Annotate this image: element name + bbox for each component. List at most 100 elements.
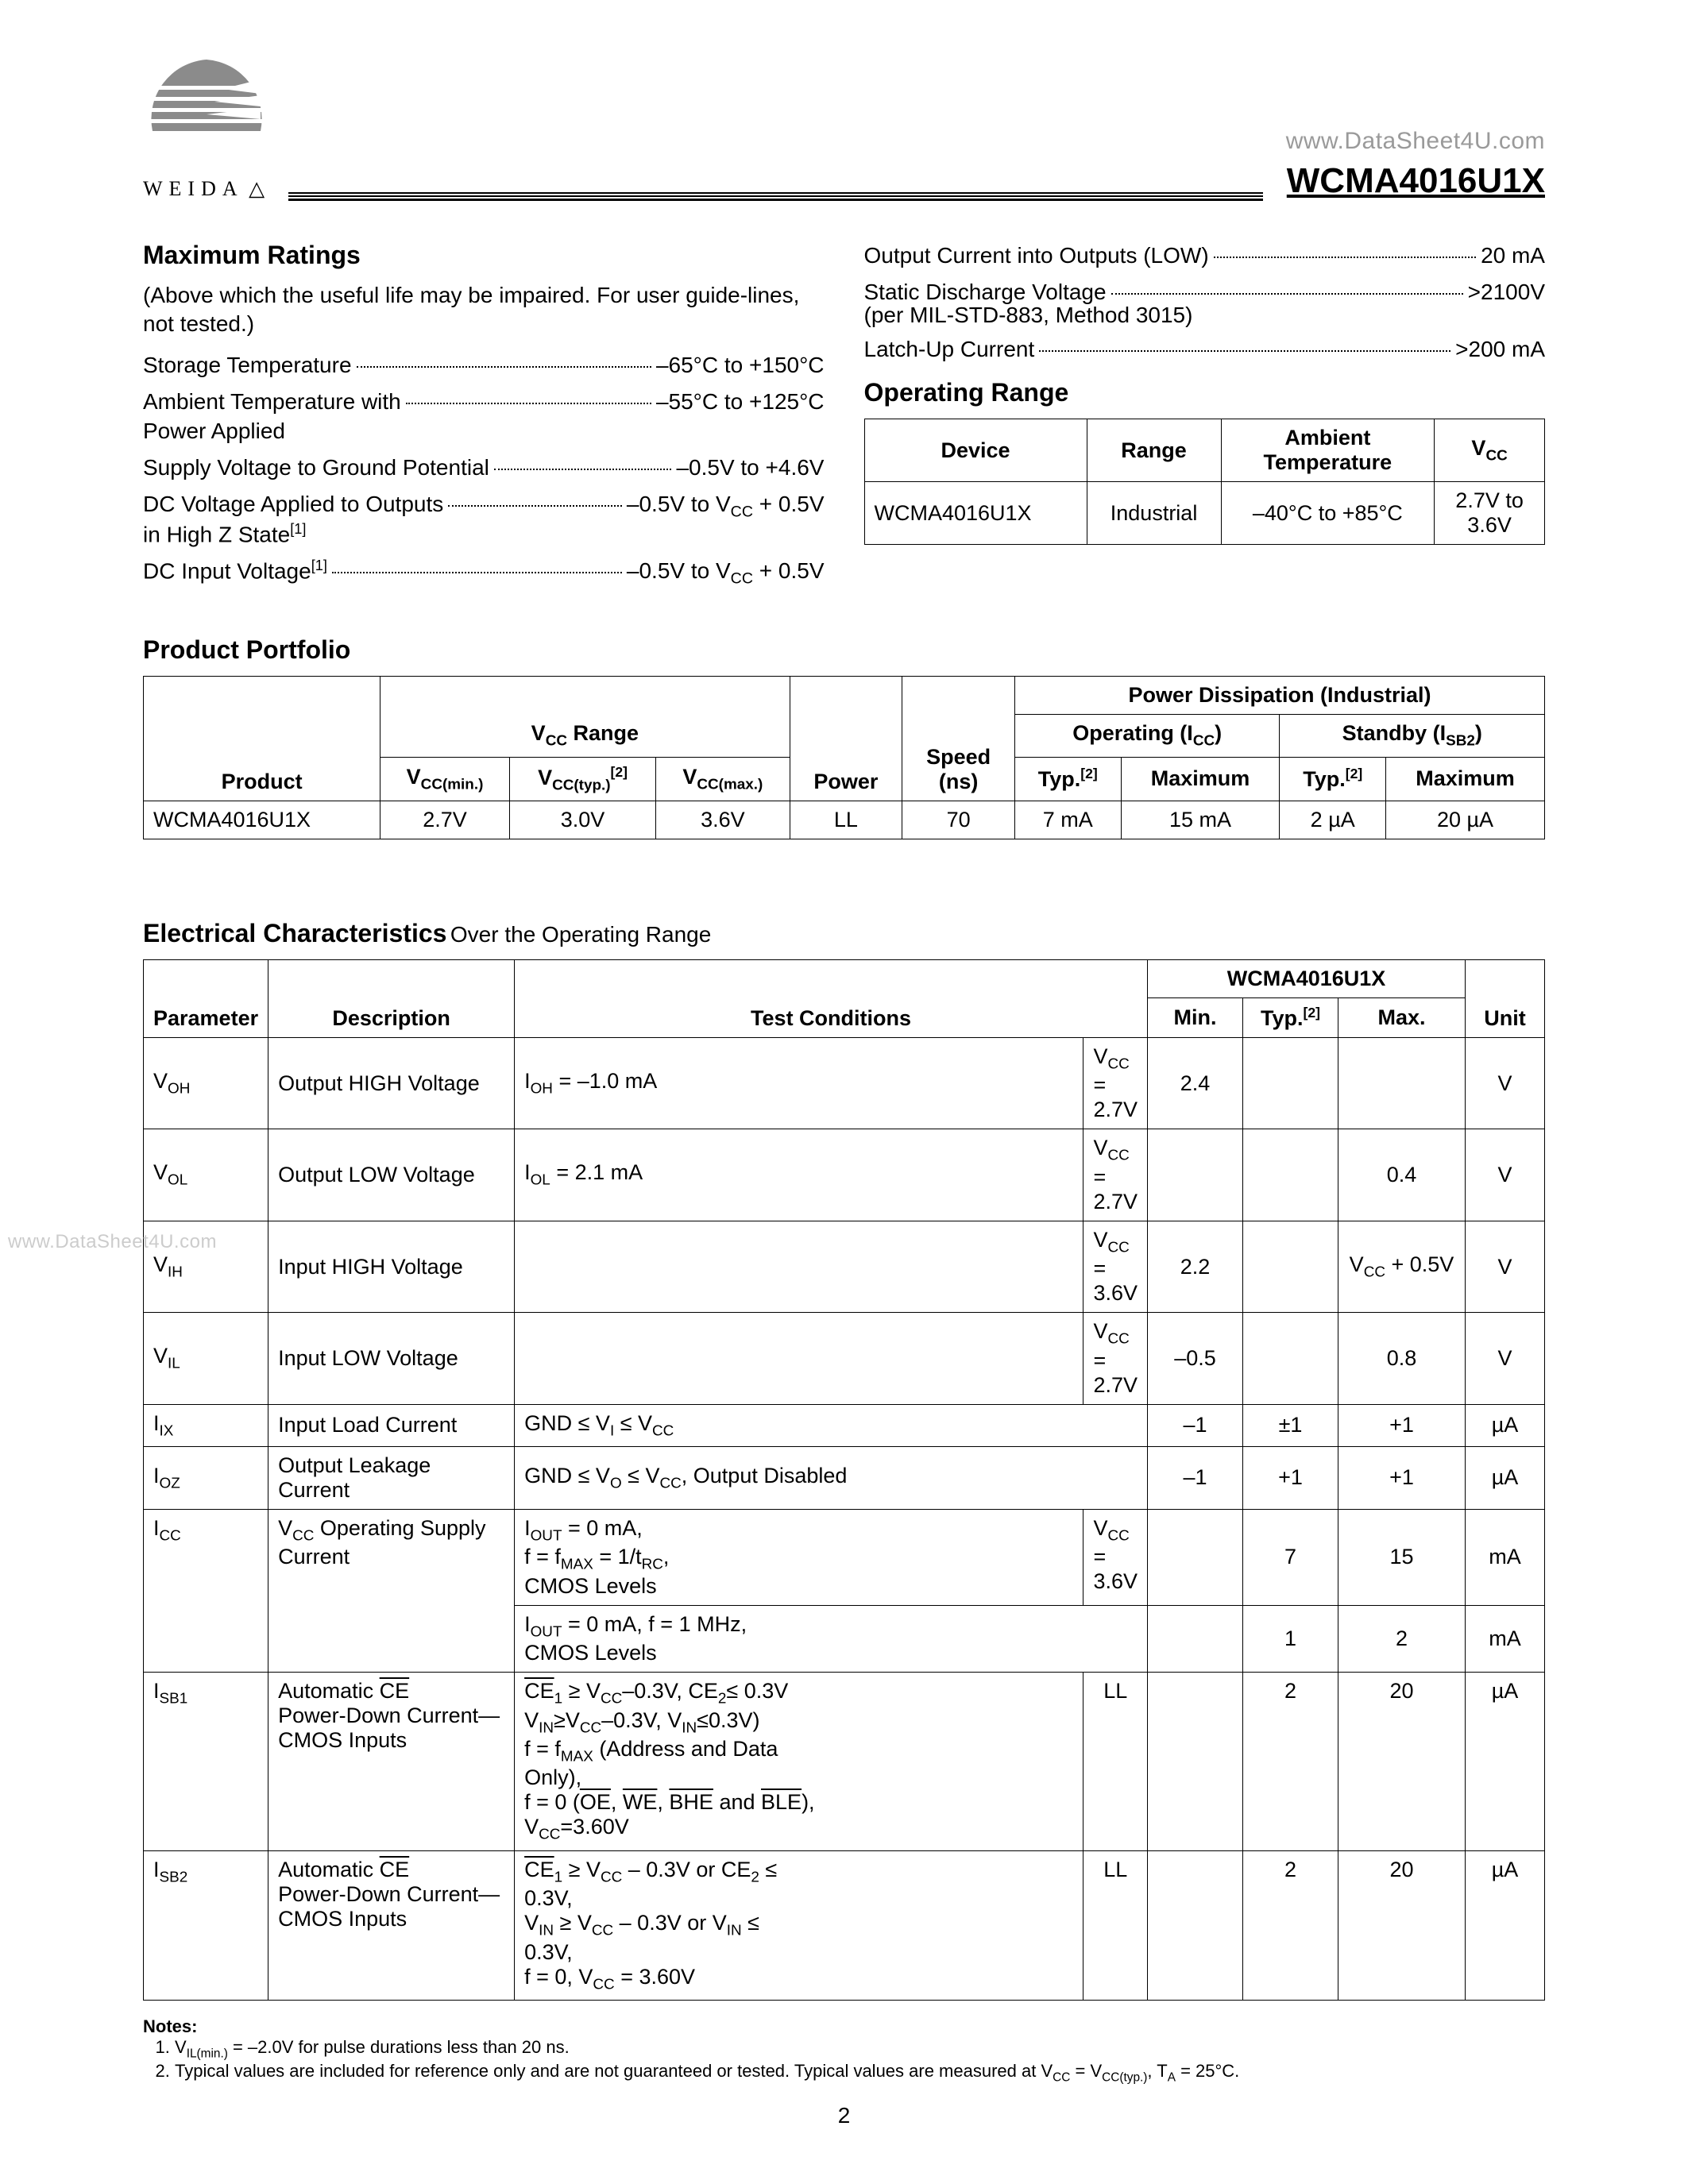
th-typ: Typ.[2] [1280,757,1386,801]
td-tc2: VCC = 2.7V [1083,1038,1148,1129]
portfolio-title: Product Portfolio [143,635,1545,665]
rating-row: Ambient Temperature with Power Applied –… [143,387,825,447]
td-vccmin: 2.7V [380,801,510,839]
td-min [1148,1850,1243,2000]
td-tc2: VCC = 2.7V [1083,1129,1148,1221]
table-row: ICC VCC Operating SupplyCurrent IOUT = 0… [144,1509,1545,1605]
td-icc-typ: 7 mA [1014,801,1121,839]
td-typ: 2 [1243,1673,1338,1851]
td-unit: V [1466,1221,1545,1312]
td-tc1: IOH = –1.0 mA [515,1038,1083,1129]
logo [143,56,286,155]
th-range: Range [1087,419,1221,482]
th-param: Parameter [144,960,268,1038]
td-min [1148,1605,1243,1672]
td-tc2: VCC = 2.7V [1083,1313,1148,1404]
table-row: ISB1 Automatic CEPower-Down Current—CMOS… [144,1673,1545,1851]
right-col: Output Current into Outputs (LOW) 20 mA … [864,241,1546,596]
th-typ: Typ.[2] [1243,998,1338,1038]
note-item: Typical values are included for referenc… [175,2061,1545,2085]
table-row: VIL Input LOW Voltage VCC = 2.7V –0.5 0.… [144,1313,1545,1404]
th-speed: Speed(ns) [902,677,1015,801]
td-speed: 70 [902,801,1015,839]
rating-value: 20 mA [1481,241,1545,271]
td-desc: Output Leakage Current [268,1446,515,1509]
td-typ: +1 [1243,1446,1338,1509]
td-min: –1 [1148,1446,1243,1509]
th-power: Power [790,677,902,801]
td-unit: V [1466,1129,1545,1221]
th-min: Min. [1148,998,1243,1038]
max-ratings-col: Maximum Ratings (Above which the useful … [143,241,825,596]
th-product: Product [144,677,380,801]
table-row: VOH Output HIGH Voltage IOH = –1.0 mA VC… [144,1038,1545,1129]
td-min: 2.4 [1148,1038,1243,1129]
td-max: +1 [1338,1404,1466,1446]
td-max [1338,1038,1466,1129]
td-tc1 [515,1221,1083,1312]
rating-row: DC Voltage Applied to Outputs in High Z … [143,489,825,550]
th-max: Maximum [1386,757,1545,801]
td-typ [1243,1129,1338,1221]
table-row: Device Range AmbientTemperature VCC [864,419,1545,482]
td-min: 2.2 [1148,1221,1243,1312]
td-typ: ±1 [1243,1404,1338,1446]
rating-value: –55°C to +125°C [656,387,825,417]
table-row: IIX Input Load Current GND ≤ VI ≤ VCC –1… [144,1404,1545,1446]
td-typ [1243,1313,1338,1404]
th-test: Test Conditions [515,960,1148,1038]
td-tc1: IOL = 2.1 mA [515,1129,1083,1221]
td-max: 15 [1338,1509,1466,1605]
table-row: Product VCC Range Power Speed(ns) Power … [144,677,1545,715]
watermark: www.DataSheet4U.com [8,1231,217,1253]
td-range: Industrial [1087,482,1221,545]
table-row: VOL Output LOW Voltage IOL = 2.1 mA VCC … [144,1129,1545,1221]
td-typ: 7 [1243,1509,1338,1605]
elec-table: Parameter Description Test Conditions WC… [143,959,1545,2001]
td-typ: 1 [1243,1605,1338,1672]
td-min: –1 [1148,1404,1243,1446]
td-unit: µA [1466,1404,1545,1446]
portfolio-table: Product VCC Range Power Speed(ns) Power … [143,676,1545,839]
td-param: ISB2 [144,1850,268,2000]
td-desc: Input Load Current [268,1404,515,1446]
td-param: IOZ [144,1446,268,1509]
td-param: ICC [144,1509,268,1672]
th-sb-isb2: Standby (ISB2) [1280,715,1545,757]
td-tc: IOUT = 0 mA, f = 1 MHz,CMOS Levels [515,1605,1148,1672]
top-columns: Maximum Ratings (Above which the useful … [143,241,1545,596]
op-range-title: Operating Range [864,378,1546,407]
td-tc1: IOUT = 0 mA,f = fMAX = 1/tRC,CMOS Levels [515,1509,1083,1605]
td-device: WCMA4016U1X [864,482,1087,545]
td-typ: 2 [1243,1850,1338,2000]
td-typ [1243,1221,1338,1312]
max-ratings-title: Maximum Ratings [143,241,825,270]
td-max: 20 [1338,1673,1466,1851]
td-desc: Automatic CEPower-Down Current—CMOS Inpu… [268,1850,515,2000]
th-vcctyp: VCC(typ.)[2] [509,757,655,801]
th-device: WCMA4016U1X [1148,960,1466,998]
elec-subtitle: Over the Operating Range [450,922,711,947]
td-unit: µA [1466,1673,1545,1851]
td-min [1148,1129,1243,1221]
td-unit: V [1466,1313,1545,1404]
table-row: Parameter Description Test Conditions WC… [144,960,1545,998]
td-min: –0.5 [1148,1313,1243,1404]
th-vccmin: VCC(min.) [380,757,510,801]
td-vcc: 2.7V to3.6V [1435,482,1545,545]
td-tc: GND ≤ VO ≤ VCC, Output Disabled [515,1446,1148,1509]
td-unit: mA [1466,1605,1545,1672]
rating-sublabel: (per MIL-STD-883, Method 3015) [864,303,1546,328]
rating-label: Storage Temperature [143,350,352,380]
th-pd: Power Dissipation (Industrial) [1014,677,1544,715]
td-icc-max: 15 mA [1121,801,1280,839]
rating-value: >2100V [1468,277,1545,307]
td-param: IIX [144,1404,268,1446]
header-top: www.DataSheet4U.com [143,56,1545,155]
th-max: Max. [1338,998,1466,1038]
table-row: WCMA4016U1X Industrial –40°C to +85°C 2.… [864,482,1545,545]
td-unit: mA [1466,1509,1545,1605]
td-vccmax: 3.6V [656,801,790,839]
rating-value: –0.5V to VCC + 0.5V [627,489,825,523]
rating-row: Supply Voltage to Ground Potential –0.5V… [143,453,825,483]
